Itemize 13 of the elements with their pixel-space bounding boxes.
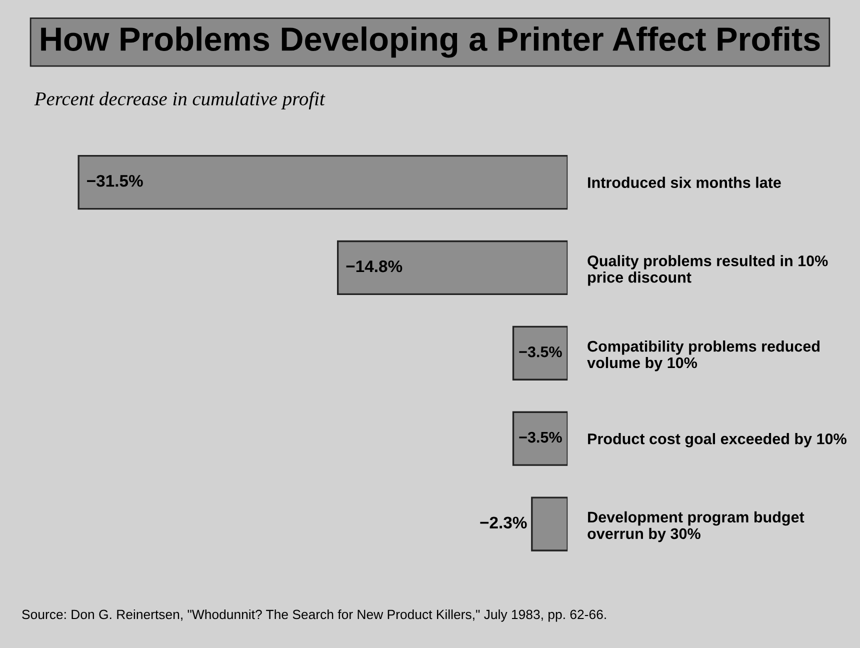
y-tick-label: Quality problems resulted in 10% price discount <box>588 255 828 286</box>
chart-subtitle: Percent decrease in cumulative profit <box>34 92 326 110</box>
data-label: −3.5% <box>519 346 562 358</box>
data-label: −2.3% <box>480 516 527 529</box>
y-tick-label: Product cost goal exceeded by 10% <box>588 433 846 448</box>
y-tick-label: Development program budget overrun by 30% <box>588 511 804 542</box>
chart-title: How Problems Developing a Printer Affect Profits <box>41 26 820 58</box>
data-label: −14.8% <box>346 260 402 272</box>
source-note: Source: Don G. Reinertsen, "Whodunnit? The Search for New Product Killers," July 1983, pp. 62-66. <box>22 609 606 622</box>
data-label: −31.5% <box>87 174 143 187</box>
y-tick-label: Compatibility problems reduced volume by 10% <box>587 340 820 372</box>
y-tick-label: Introduced six months late <box>588 176 781 188</box>
data-label: −3.5% <box>519 432 562 443</box>
